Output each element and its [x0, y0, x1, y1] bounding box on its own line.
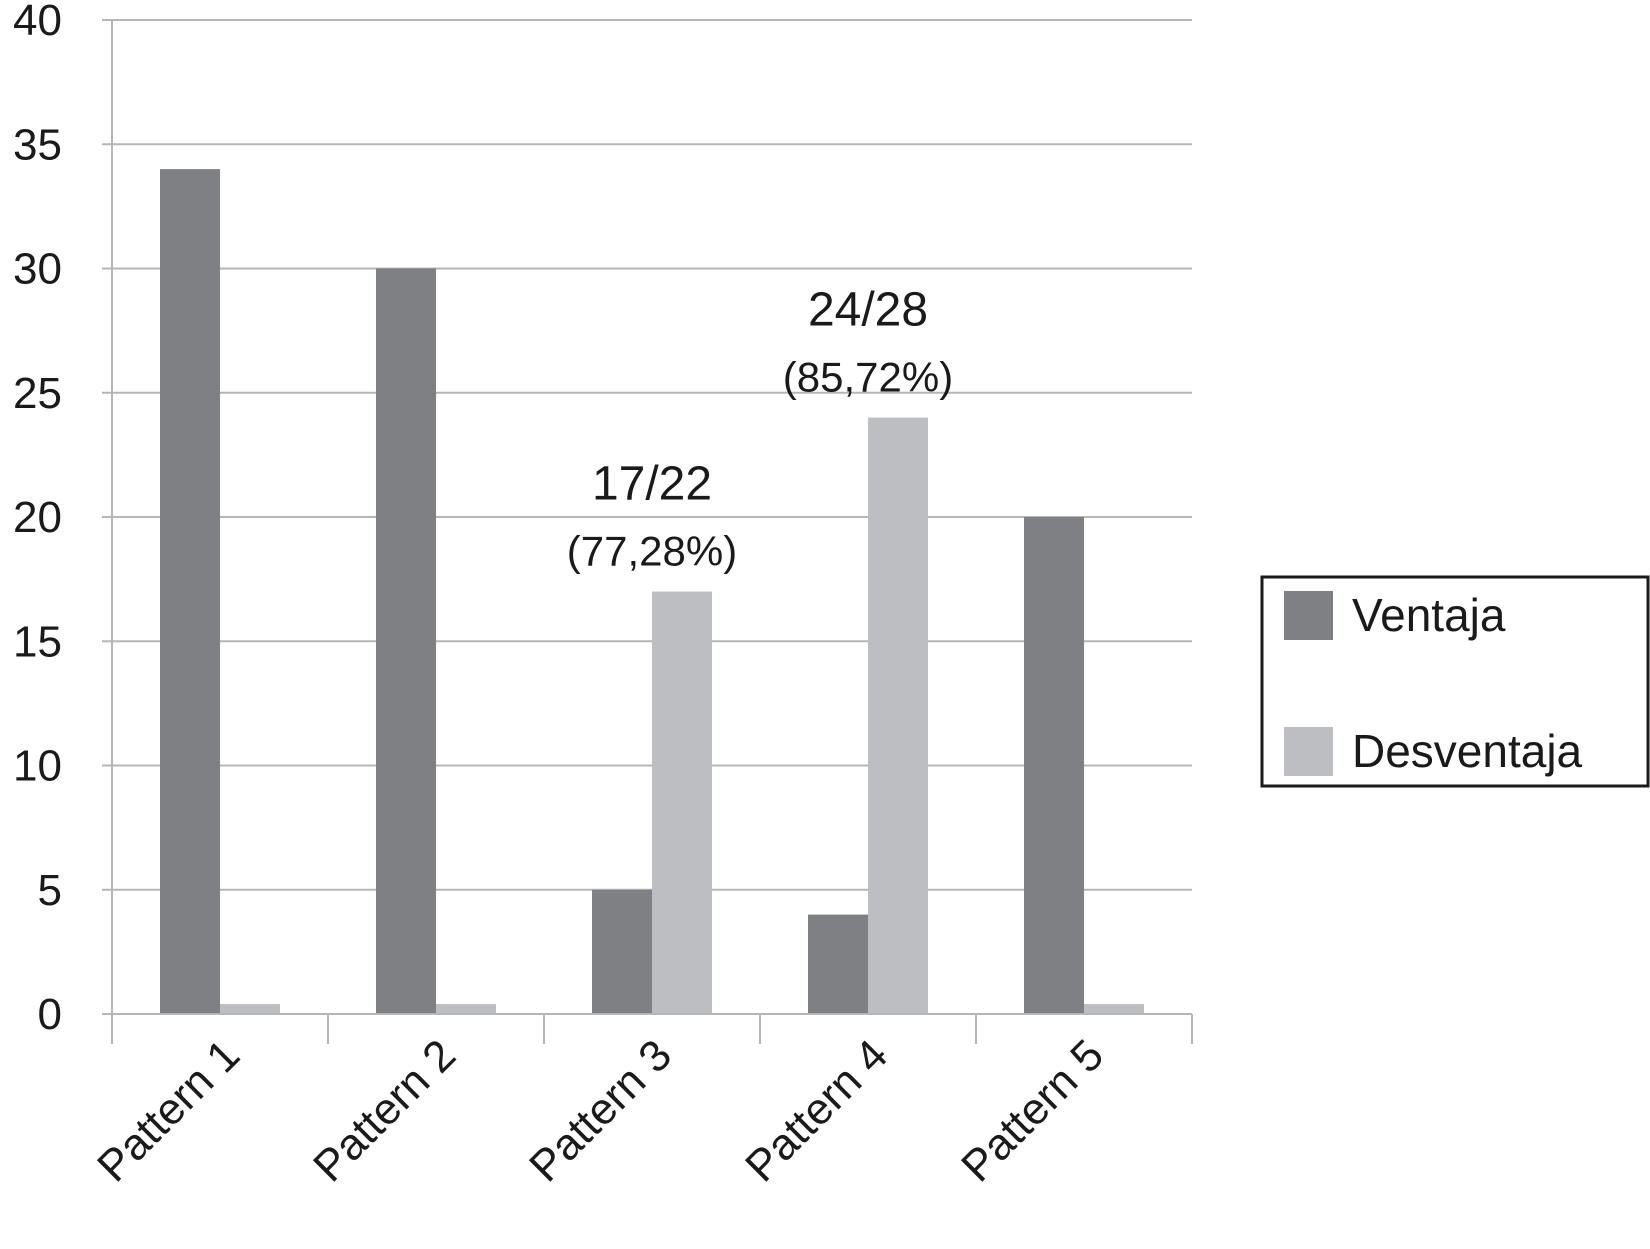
- bar-ventaja-5: [1024, 517, 1084, 1014]
- x-category-label: Pattern 4: [736, 1030, 897, 1191]
- legend-swatch-desventaja: [1284, 727, 1333, 776]
- y-tick-label: 40: [13, 0, 62, 45]
- annotation-ratio: 17/22: [592, 458, 712, 511]
- y-tick-label: 25: [13, 369, 62, 418]
- bar-desventaja-1: [220, 1004, 280, 1014]
- x-category-label: Pattern 2: [304, 1030, 465, 1191]
- legend-label-desventaja: Desventaja: [1352, 725, 1583, 777]
- axes: [111, 20, 1192, 1015]
- annotation-percent: (77,28%): [567, 528, 737, 575]
- x-category-label: Pattern 5: [952, 1030, 1113, 1191]
- y-tick-label: 35: [13, 120, 62, 169]
- annotation-ratio: 24/28: [808, 284, 928, 337]
- legend-swatch-ventaja: [1284, 591, 1333, 640]
- bar-ventaja-2: [376, 268, 436, 1014]
- bar-ventaja-3: [592, 889, 652, 1014]
- y-tick-label: 20: [13, 493, 62, 542]
- y-tick-label: 10: [13, 742, 62, 791]
- annotation-percent: (85,72%): [783, 354, 953, 401]
- x-category-label: Pattern 1: [88, 1030, 249, 1191]
- bars: [160, 169, 1144, 1015]
- grid-lines: [112, 19, 1192, 1015]
- bar-desventaja-2: [436, 1004, 496, 1014]
- y-tick-label: 0: [38, 990, 62, 1039]
- bar-ventaja-4: [808, 914, 868, 1014]
- y-tick-label: 15: [13, 617, 62, 666]
- bar-desventaja-5: [1084, 1004, 1144, 1014]
- bar-desventaja-3: [652, 591, 712, 1014]
- annotations: 17/22 (77,28%) 24/28 (85,72%): [567, 284, 953, 575]
- y-axis-ticks: 0 5 10 15 20 25 30 35 40: [13, 0, 112, 1039]
- legend-label-ventaja: Ventaja: [1352, 589, 1506, 641]
- x-category-label: Pattern 3: [520, 1030, 681, 1191]
- x-axis-ticks: Pattern 1 Pattern 2 Pattern 3 Pattern 4 Patt…: [88, 1014, 1193, 1191]
- bar-ventaja-1: [160, 169, 220, 1015]
- bar-desventaja-4: [868, 417, 928, 1015]
- y-tick-label: 5: [38, 866, 62, 915]
- legend: Ventaja Desventaja: [1260, 575, 1650, 788]
- y-tick-label: 30: [13, 245, 62, 294]
